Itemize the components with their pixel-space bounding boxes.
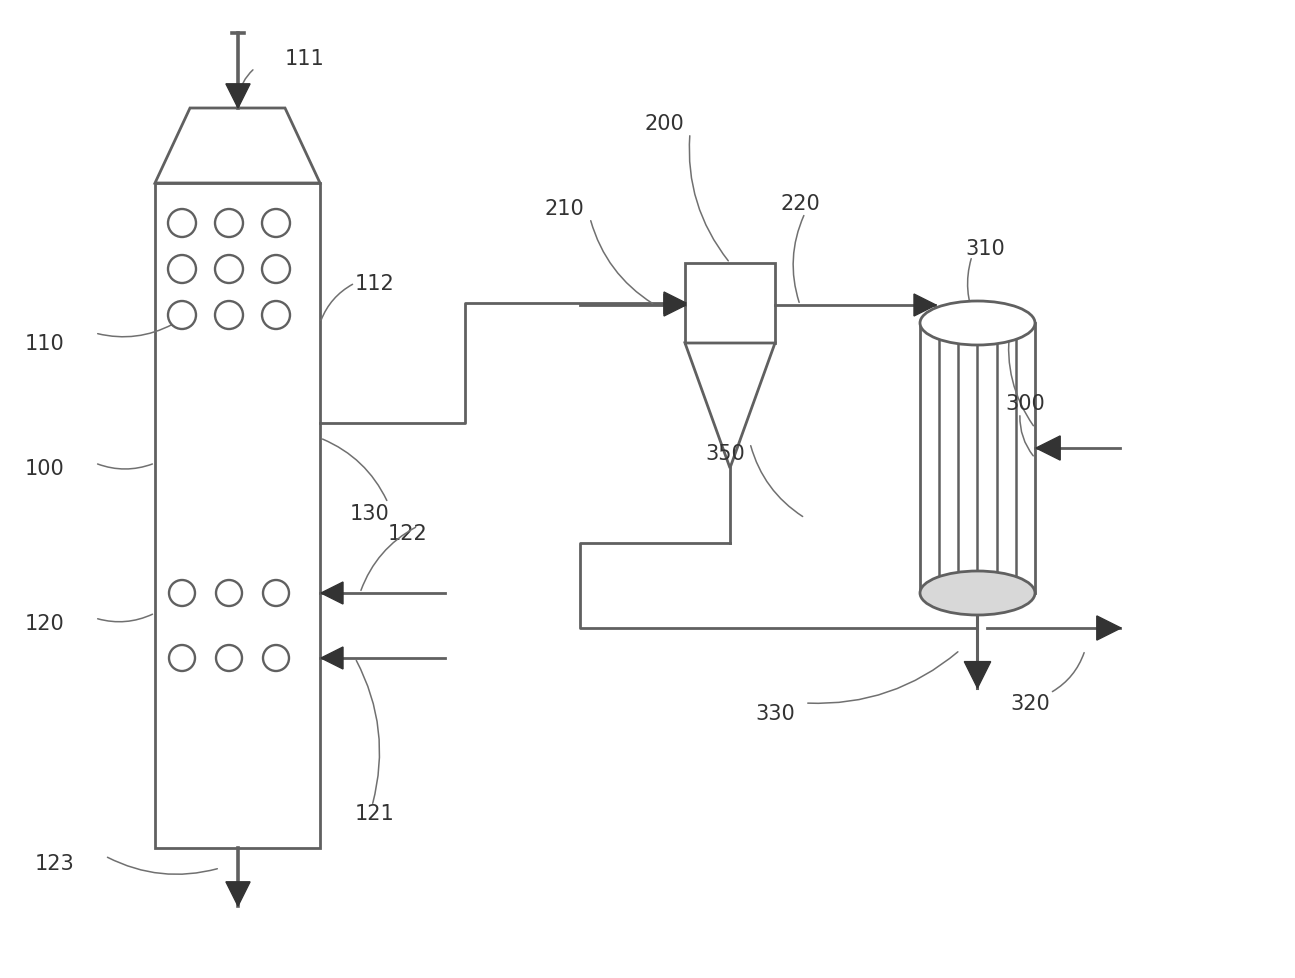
Circle shape xyxy=(168,301,196,330)
Circle shape xyxy=(168,255,196,284)
Polygon shape xyxy=(685,343,774,468)
Text: 130: 130 xyxy=(350,504,390,523)
Ellipse shape xyxy=(919,301,1035,345)
Circle shape xyxy=(263,580,289,606)
Text: 220: 220 xyxy=(780,194,820,214)
Text: 121: 121 xyxy=(355,803,395,823)
Polygon shape xyxy=(914,294,936,317)
Text: 340: 340 xyxy=(985,309,1024,329)
Circle shape xyxy=(215,210,243,238)
Text: 100: 100 xyxy=(25,459,65,478)
Circle shape xyxy=(216,580,242,606)
Text: 123: 123 xyxy=(35,853,75,873)
Polygon shape xyxy=(155,109,320,184)
Bar xyxy=(919,324,1035,594)
Circle shape xyxy=(262,301,290,330)
Text: 200: 200 xyxy=(645,113,685,134)
Polygon shape xyxy=(1036,436,1061,461)
Circle shape xyxy=(262,255,290,284)
Circle shape xyxy=(215,301,243,330)
Circle shape xyxy=(263,645,289,671)
Bar xyxy=(155,184,320,848)
Text: 350: 350 xyxy=(704,444,745,464)
Polygon shape xyxy=(321,647,343,669)
Text: 110: 110 xyxy=(25,333,65,354)
Text: 111: 111 xyxy=(285,49,325,68)
Circle shape xyxy=(215,255,243,284)
Text: 210: 210 xyxy=(545,199,585,219)
Circle shape xyxy=(216,645,242,671)
Polygon shape xyxy=(664,292,686,315)
Polygon shape xyxy=(321,583,343,604)
Text: 330: 330 xyxy=(755,703,795,724)
Circle shape xyxy=(170,645,196,671)
Text: 112: 112 xyxy=(355,274,395,293)
Ellipse shape xyxy=(919,571,1035,615)
Polygon shape xyxy=(664,294,686,317)
Polygon shape xyxy=(225,85,250,109)
Text: 122: 122 xyxy=(388,523,427,544)
Polygon shape xyxy=(965,662,991,689)
Text: 120: 120 xyxy=(25,613,65,634)
Bar xyxy=(685,264,774,343)
Circle shape xyxy=(170,580,196,606)
Text: 320: 320 xyxy=(1010,693,1050,713)
Polygon shape xyxy=(1097,616,1121,641)
Polygon shape xyxy=(225,882,250,906)
Circle shape xyxy=(262,210,290,238)
Circle shape xyxy=(168,210,196,238)
Text: 300: 300 xyxy=(1005,393,1045,414)
Text: 310: 310 xyxy=(965,239,1005,259)
